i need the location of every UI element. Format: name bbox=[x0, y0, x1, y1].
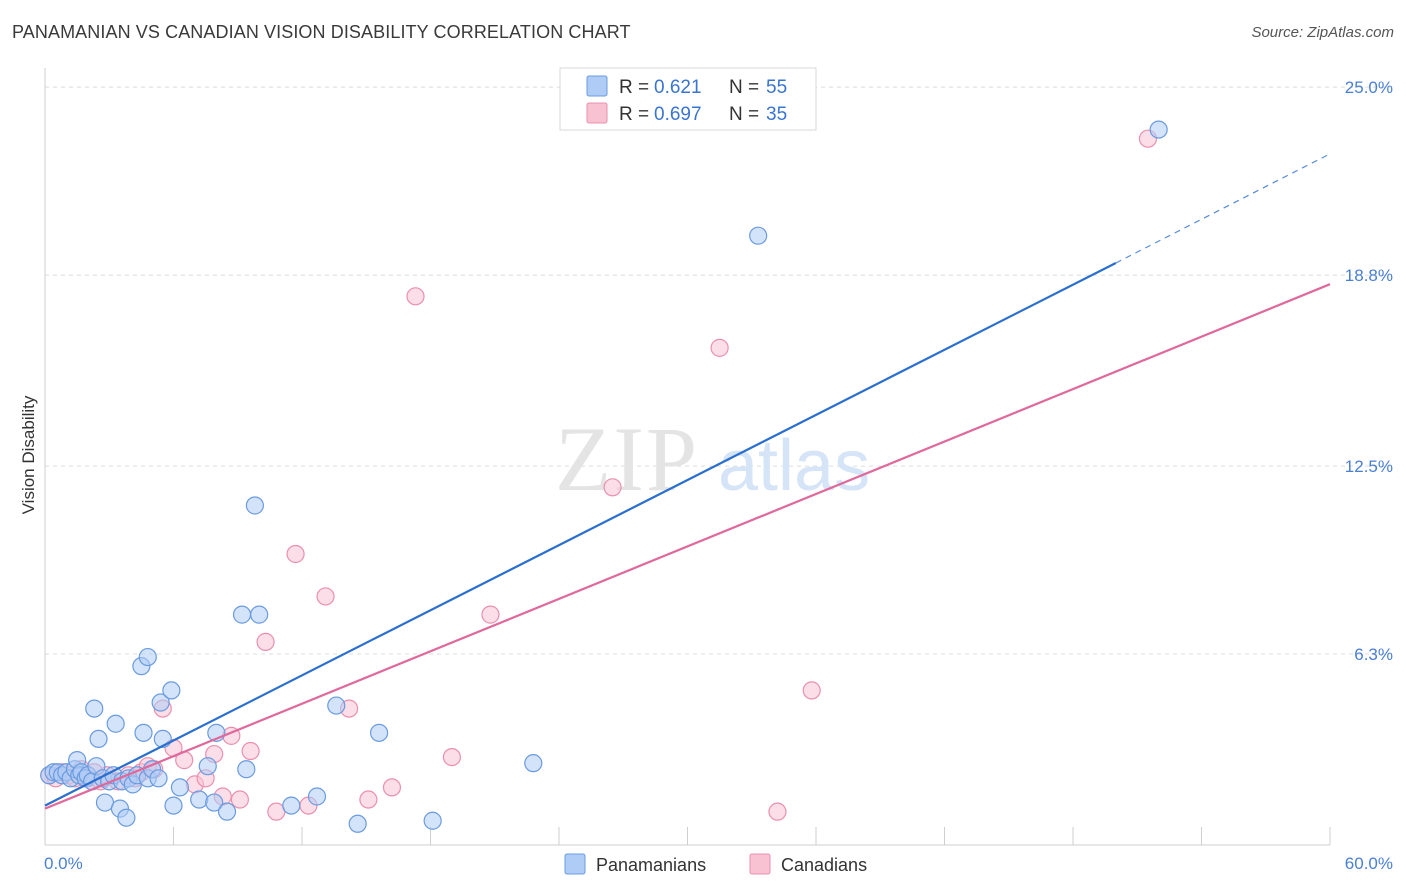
canadian-point bbox=[286, 544, 305, 564]
watermark-zip: ZIP bbox=[555, 408, 699, 510]
legend-r-value-2: 0.697 bbox=[654, 104, 702, 125]
panamanian-point bbox=[89, 729, 108, 749]
canadian-point bbox=[241, 741, 260, 761]
panamanian-point bbox=[164, 796, 183, 815]
trend-lines bbox=[44, 153, 1331, 810]
panamanian-point bbox=[327, 696, 346, 715]
legend-n-value-1: 55 bbox=[766, 77, 787, 98]
chart-title: PANAMANIAN VS CANADIAN VISION DISABILITY… bbox=[12, 22, 631, 42]
panamanian-point bbox=[170, 778, 190, 797]
y-tick-labels: 6.3% 12.5% 18.8% 25.0% bbox=[1345, 78, 1393, 664]
legend-r-label-2: R = bbox=[619, 104, 649, 125]
canadian-point bbox=[710, 338, 729, 357]
y-tick-label: 18.8% bbox=[1345, 266, 1393, 285]
panamanian-point bbox=[250, 605, 269, 624]
y-tick-label: 12.5% bbox=[1345, 457, 1393, 476]
legend-n-label-1: N = bbox=[729, 77, 759, 98]
bottom-legend-swatch-canadians bbox=[749, 853, 771, 875]
bottom-legend-label-panamanians: Panamanians bbox=[596, 855, 706, 875]
panamanian-point bbox=[749, 226, 768, 245]
panamanian-point bbox=[117, 808, 136, 827]
watermark: ZIP atlas bbox=[555, 408, 870, 510]
canadian-point bbox=[603, 478, 622, 497]
canadian-point bbox=[442, 747, 462, 767]
legend-swatch-panamanians bbox=[586, 75, 608, 97]
panamanians-trend-extension bbox=[1115, 153, 1331, 264]
panamanians-trend-line bbox=[44, 261, 1117, 807]
canadian-point bbox=[481, 605, 500, 624]
panamanian-point bbox=[106, 714, 125, 733]
panamanian-point bbox=[190, 790, 209, 809]
panamanian-point bbox=[217, 802, 237, 821]
canadians-trend-line bbox=[44, 283, 1331, 810]
bottom-legend: Panamanians Canadians bbox=[564, 853, 867, 875]
legend-n-label-2: N = bbox=[729, 104, 759, 125]
canadian-point bbox=[316, 587, 335, 606]
canadian-point bbox=[768, 802, 787, 821]
panamanian-point bbox=[232, 605, 252, 624]
panamanian-point bbox=[282, 796, 301, 815]
panamanian-point bbox=[245, 496, 264, 515]
panamanian-point bbox=[198, 757, 217, 776]
bottom-legend-label-canadians: Canadians bbox=[781, 855, 867, 875]
axes bbox=[44, 68, 1331, 846]
canadian-point bbox=[406, 287, 425, 306]
watermark-atlas: atlas bbox=[718, 426, 870, 506]
y-tick-label: 6.3% bbox=[1354, 645, 1393, 664]
panamanian-point bbox=[205, 793, 224, 812]
panamanian-point bbox=[149, 769, 168, 788]
canadian-point bbox=[802, 681, 821, 700]
panamanian-point bbox=[348, 814, 367, 833]
grid-lines bbox=[45, 86, 1390, 655]
canadian-point bbox=[230, 790, 249, 809]
canadian-point bbox=[256, 632, 275, 651]
panamanian-point bbox=[85, 699, 104, 718]
panamanian-point bbox=[524, 754, 543, 773]
panamanian-point bbox=[370, 723, 389, 742]
legend-box: R = 0.621 N = 55 R = 0.697 N = 35 bbox=[559, 67, 817, 131]
canadian-point bbox=[359, 790, 378, 809]
panamanian-point bbox=[138, 647, 157, 667]
bottom-legend-swatch-panamanians bbox=[564, 853, 586, 875]
panamanian-point bbox=[162, 681, 181, 700]
y-axis-label: Vision Disability bbox=[19, 395, 38, 514]
panamanian-point bbox=[1149, 120, 1168, 139]
legend-swatch-canadians bbox=[586, 102, 608, 124]
legend-r-label-1: R = bbox=[619, 77, 649, 98]
y-tick-label: 25.0% bbox=[1345, 78, 1393, 97]
x-tick-label-max: 60.0% bbox=[1345, 854, 1393, 873]
x-tick-label-min: 0.0% bbox=[44, 854, 83, 873]
panamanian-point bbox=[307, 787, 327, 806]
panamanian-point bbox=[134, 723, 153, 742]
source-label: Source: ZipAtlas.com bbox=[1251, 24, 1394, 41]
panamanian-point bbox=[151, 693, 170, 712]
canadian-point bbox=[382, 778, 402, 797]
x-tick-labels: 0.0% 60.0% bbox=[44, 854, 1393, 873]
legend-n-value-2: 35 bbox=[766, 104, 787, 125]
panamanian-point bbox=[237, 760, 256, 779]
panamanian-point bbox=[423, 811, 442, 830]
legend-r-value-1: 0.621 bbox=[654, 77, 702, 98]
